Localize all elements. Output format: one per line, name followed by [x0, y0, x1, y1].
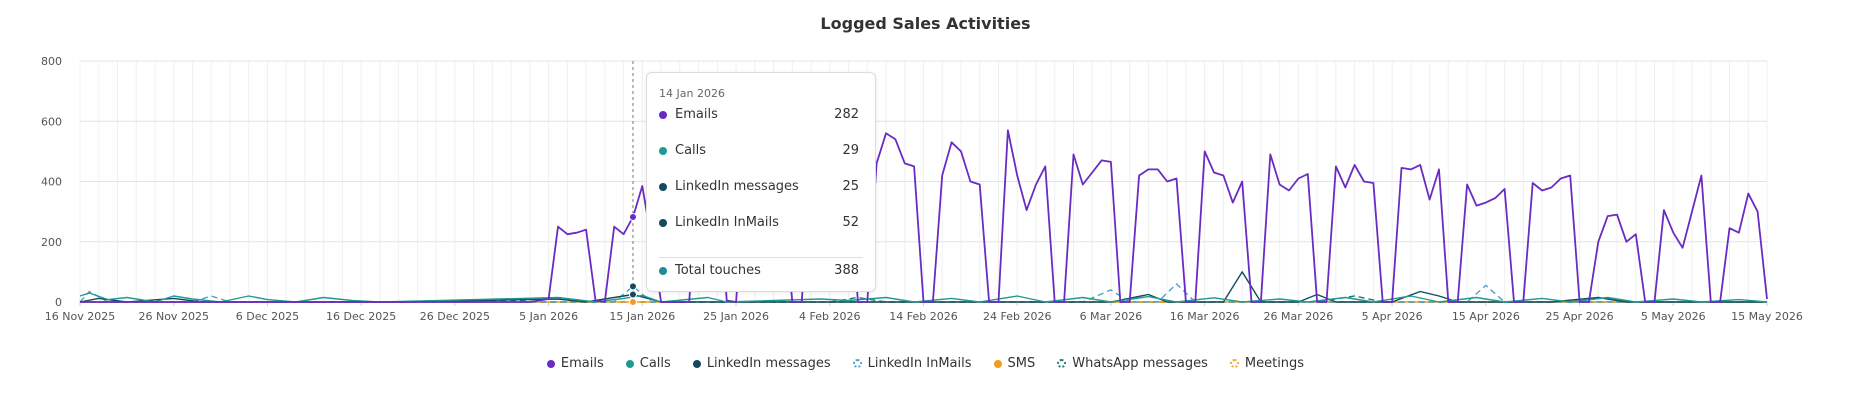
- x-tick-label: 15 Jan 2026: [609, 310, 675, 323]
- tooltip-row-total: Total touches 388: [659, 263, 859, 278]
- legend-marker-icon: [546, 359, 555, 368]
- x-tick-label: 6 Dec 2025: [236, 310, 299, 323]
- legend-label: LinkedIn messages: [706, 356, 831, 371]
- x-tick-label: 26 Nov 2025: [138, 310, 208, 323]
- legend-item-emails[interactable]: Emails: [546, 356, 604, 371]
- y-tick-label: 600: [41, 115, 62, 128]
- tooltip-dot: [659, 146, 667, 155]
- tooltip-dot: [659, 182, 667, 191]
- x-tick-label: 15 Apr 2026: [1452, 310, 1520, 323]
- legend-marker-icon: [625, 359, 634, 368]
- tooltip-value: 282: [834, 107, 859, 122]
- x-tick-label: 5 May 2026: [1641, 310, 1706, 323]
- legend-label: Calls: [639, 356, 671, 371]
- legend-marker-icon: [1229, 359, 1239, 368]
- x-tick-label: 25 Jan 2026: [703, 310, 769, 323]
- x-tick-label: 26 Mar 2026: [1264, 310, 1334, 323]
- legend-label: SMS: [1007, 356, 1036, 371]
- tooltip-value: 52: [842, 215, 859, 230]
- x-tick-label: 15 May 2026: [1731, 310, 1803, 323]
- y-tick-label: 0: [55, 296, 62, 309]
- tooltip-total-value: 388: [834, 263, 859, 278]
- tooltip-dot: [659, 218, 667, 227]
- hover-marker: [628, 298, 637, 306]
- x-tick-label: 16 Mar 2026: [1170, 310, 1240, 323]
- legend-label: LinkedIn InMails: [867, 356, 972, 371]
- x-tick-label: 4 Feb 2026: [799, 310, 860, 323]
- legend-marker-icon: [993, 359, 1002, 368]
- tooltip-total-label: Total touches: [675, 263, 761, 278]
- tooltip-row-calls: Calls 29: [659, 143, 859, 158]
- tooltip-dot: [659, 110, 667, 119]
- tooltip-row-emails: Emails 282: [659, 107, 859, 122]
- tooltip-row-linkedin-messages: LinkedIn messages 25: [659, 179, 859, 194]
- legend-item-meetings[interactable]: Meetings: [1229, 356, 1305, 371]
- hover-marker: [628, 290, 637, 299]
- x-tick-label: 26 Dec 2025: [420, 310, 490, 323]
- legend-marker-icon: [1057, 359, 1067, 368]
- legend-item-calls[interactable]: Calls: [625, 356, 671, 371]
- legend-label: Meetings: [1244, 356, 1305, 371]
- hover-marker: [628, 213, 637, 222]
- chart[interactable]: 0 200 400 600 800 16 Nov 2025 26 Nov 2025 6 Dec…: [0, 0, 1851, 340]
- tooltip-value: 25: [842, 179, 859, 194]
- legend-item-linkedin-messages[interactable]: LinkedIn messages: [692, 356, 831, 371]
- tooltip-date: 14 Jan 2026: [659, 87, 725, 100]
- hover-marker: [628, 282, 637, 291]
- y-tick-label: 200: [41, 236, 62, 249]
- tooltip-label: LinkedIn InMails: [675, 215, 779, 230]
- x-tick-label: 6 Mar 2026: [1080, 310, 1143, 323]
- legend-marker-icon: [692, 359, 701, 368]
- chart-tooltip: 14 Jan 2026 Emails 282 Calls 29 LinkedIn…: [646, 72, 876, 292]
- x-tick-label: 16 Dec 2025: [326, 310, 396, 323]
- x-tick-label: 24 Feb 2026: [983, 310, 1051, 323]
- y-tick-label: 400: [41, 176, 62, 189]
- chart-legend: Emails Calls LinkedIn messages LinkedIn InM…: [0, 356, 1851, 371]
- legend-label: WhatsApp messages: [1072, 356, 1208, 371]
- tooltip-label: Emails: [675, 107, 718, 122]
- tooltip-label: Calls: [675, 143, 707, 158]
- x-tick-label: 14 Feb 2026: [889, 310, 957, 323]
- tooltip-row-linkedin-inmails: LinkedIn InMails 52: [659, 215, 859, 230]
- legend-item-sms[interactable]: SMS: [993, 356, 1036, 371]
- x-tick-label: 25 Apr 2026: [1546, 310, 1614, 323]
- legend-marker-icon: [852, 359, 862, 368]
- legend-item-linkedin-inmails[interactable]: LinkedIn InMails: [852, 356, 972, 371]
- tooltip-label: LinkedIn messages: [675, 179, 799, 194]
- legend-item-whatsapp-messages[interactable]: WhatsApp messages: [1057, 356, 1208, 371]
- x-tick-label: 5 Jan 2026: [519, 310, 578, 323]
- x-tick-label: 5 Apr 2026: [1362, 310, 1423, 323]
- x-tick-label: 16 Nov 2025: [45, 310, 115, 323]
- tooltip-divider: [659, 257, 863, 258]
- series-line-calls: [79, 292, 1768, 303]
- y-tick-label: 800: [41, 55, 62, 68]
- series-line-whatsapp-messages: [80, 295, 1767, 303]
- tooltip-value: 29: [842, 143, 859, 158]
- tooltip-dot: [659, 266, 667, 275]
- legend-label: Emails: [560, 356, 604, 371]
- chart-title: Logged Sales Activities: [820, 14, 1031, 33]
